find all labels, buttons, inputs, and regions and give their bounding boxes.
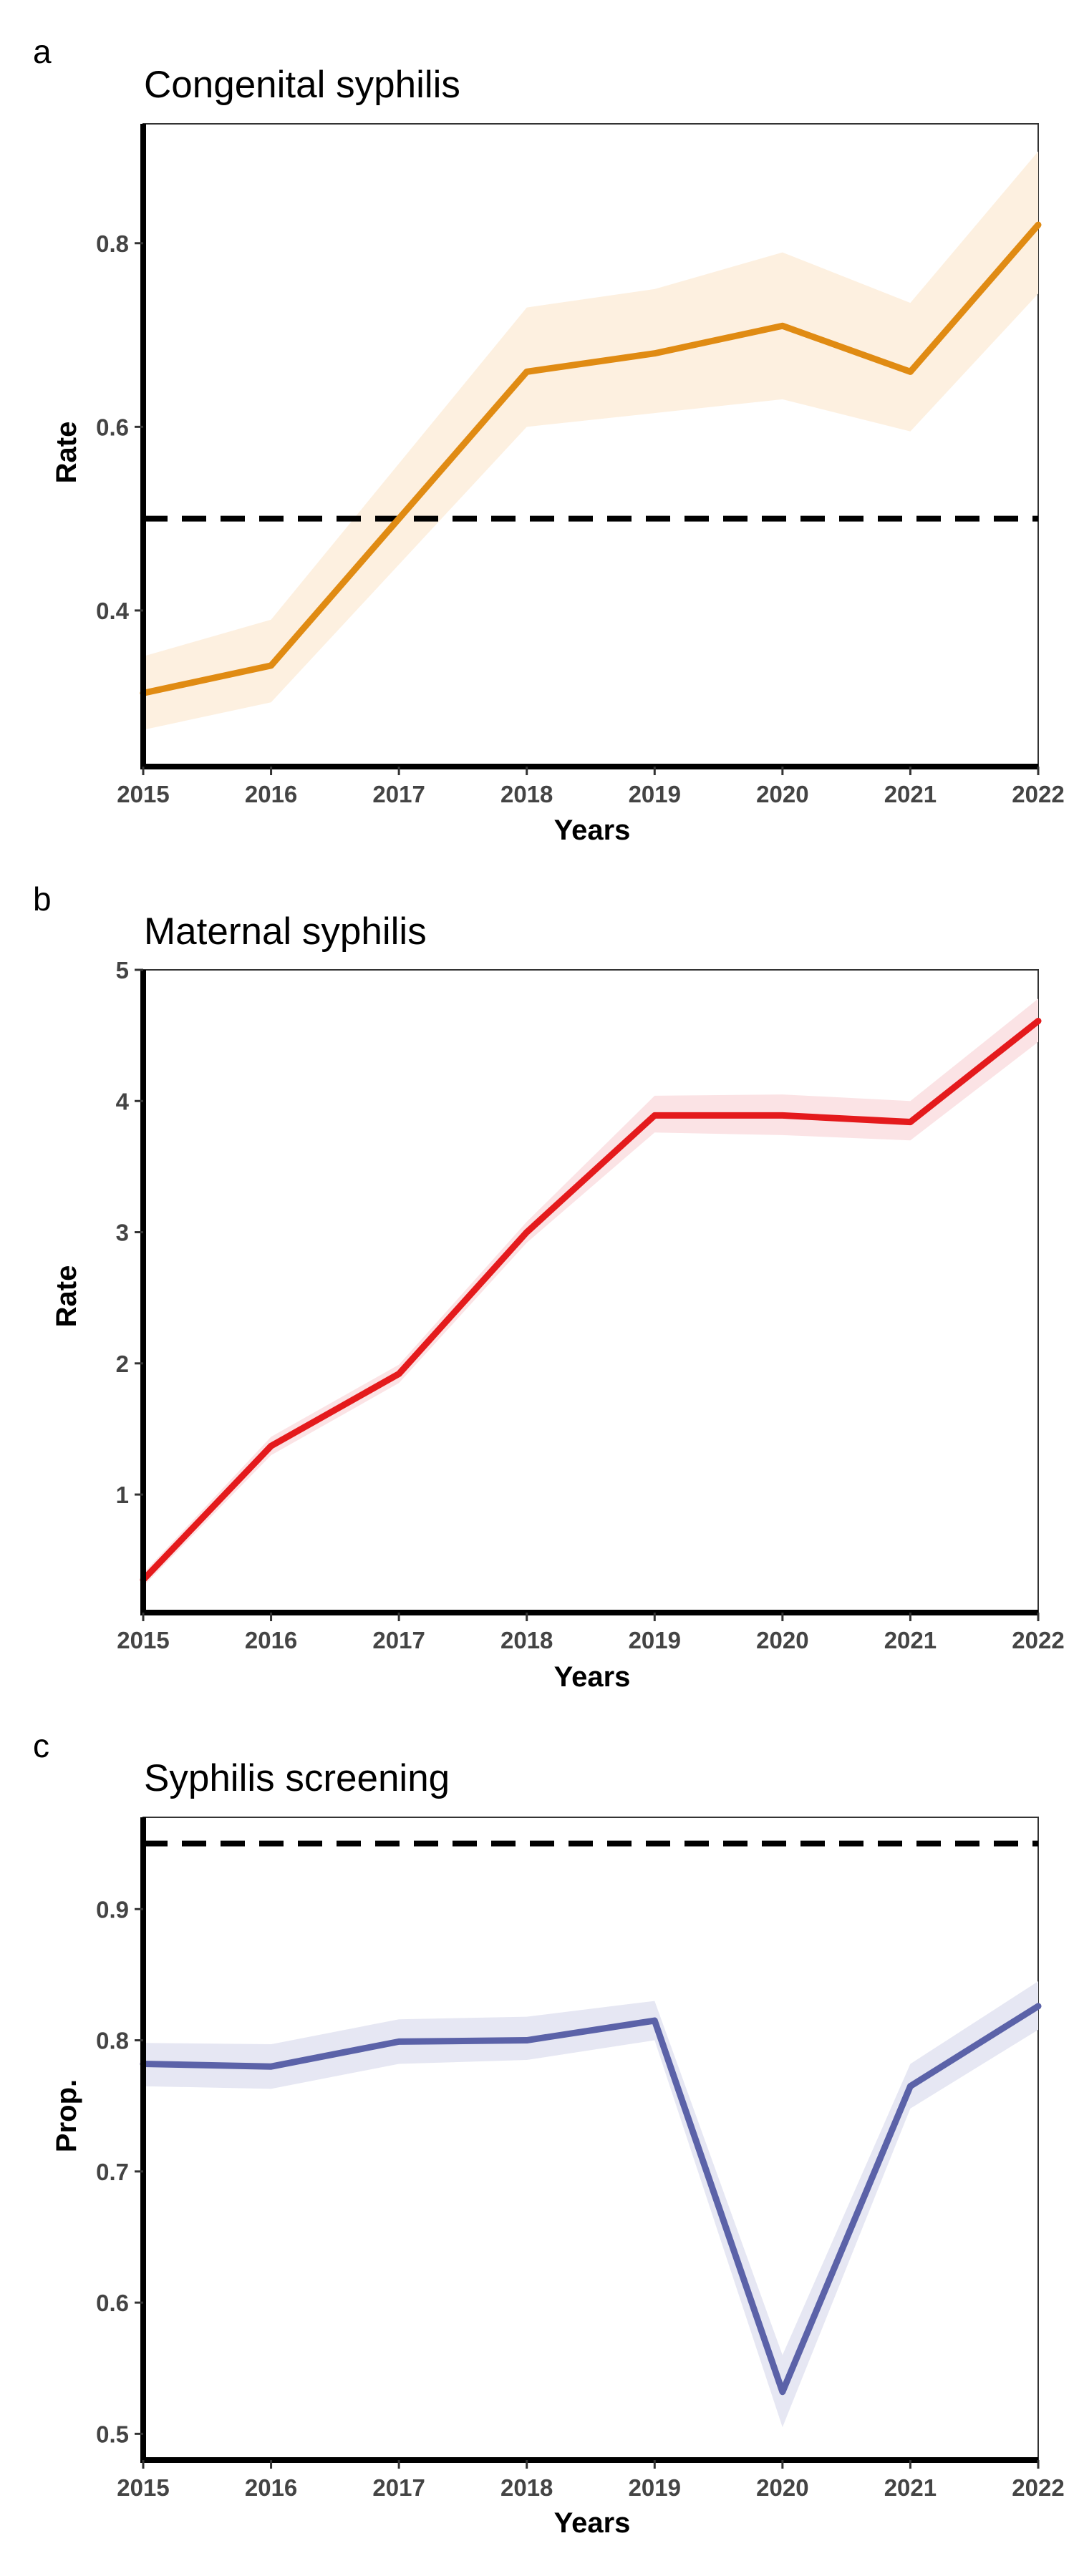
plot-area: 2015 2016 2017 2018 2019 2020 2021 2022 0.5 0.6 0.… xyxy=(96,1817,1065,2501)
panel-letter: b xyxy=(33,880,52,918)
x-tick-label: 2019 xyxy=(629,1627,681,1653)
x-tick-label: 2017 xyxy=(372,2474,425,2501)
y-tick-label: 5 xyxy=(116,957,129,983)
panel-letter: c xyxy=(33,1727,49,1764)
x-tick-label: 2016 xyxy=(245,781,297,807)
x-tick-label: 2018 xyxy=(500,1627,553,1653)
x-tick-label: 2019 xyxy=(629,781,681,807)
confidence-band xyxy=(143,998,1038,1587)
x-tick-label: 2018 xyxy=(500,781,553,807)
x-tick-label: 2021 xyxy=(884,1627,937,1653)
panel-a: a Congenital syphilis 2015 2016 2017 2018 20… xyxy=(33,33,1065,846)
x-tick-label: 2017 xyxy=(372,1627,425,1653)
y-axis-title: Rate xyxy=(51,422,82,484)
x-tick-label: 2020 xyxy=(756,1627,808,1653)
y-tick-label: 2 xyxy=(116,1351,129,1377)
panel-title: Congenital syphilis xyxy=(144,64,460,106)
x-tick-label: 2020 xyxy=(756,2474,808,2501)
plot-border xyxy=(142,1817,1039,2461)
y-axis-title: Prop. xyxy=(51,2079,82,2152)
y-tick-label: 0.7 xyxy=(96,2159,129,2185)
x-tick-label: 2015 xyxy=(117,1627,169,1653)
plot-area: 2015 2016 2017 2018 2019 2020 2021 2022 0.4 0.6 0.… xyxy=(96,123,1065,807)
x-tick-label: 2019 xyxy=(629,2474,681,2501)
x-tick-label: 2022 xyxy=(1012,1627,1064,1653)
x-tick-label: 2018 xyxy=(500,2474,553,2501)
x-tick-label: 2021 xyxy=(884,2474,937,2501)
x-axis-title: Years xyxy=(554,1661,631,1693)
series-line xyxy=(140,1017,1042,1583)
y-tick-label: 0.6 xyxy=(96,2290,129,2316)
panel-b: b Maternal syphilis 2015 2016 2017 2018 2019… xyxy=(33,880,1065,1693)
y-tick-label: 0.4 xyxy=(96,598,130,624)
x-tick-label: 2017 xyxy=(372,781,425,807)
panel-title: Syphilis screening xyxy=(144,1757,450,1799)
confidence-band xyxy=(143,151,1038,730)
panel-title: Maternal syphilis xyxy=(144,910,427,953)
x-tick-label: 2022 xyxy=(1012,2474,1064,2501)
panel-letter: a xyxy=(33,33,52,70)
x-tick-label: 2015 xyxy=(117,2474,169,2501)
plot-border xyxy=(142,969,1039,1613)
x-axis-title: Years xyxy=(554,815,631,846)
y-tick-label: 0.5 xyxy=(96,2421,129,2447)
series-line xyxy=(140,2003,1042,2396)
y-tick-label: 0.6 xyxy=(96,414,129,440)
x-tick-label: 2015 xyxy=(117,781,169,807)
confidence-band xyxy=(143,1981,1038,2428)
x-axis-title: Years xyxy=(554,2507,631,2539)
panel-c: c Syphilis screening 2015 2016 2017 2018 201… xyxy=(33,1727,1065,2539)
y-tick-label: 1 xyxy=(116,1482,129,1508)
x-tick-label: 2016 xyxy=(245,1627,297,1653)
x-tick-label: 2022 xyxy=(1012,781,1064,807)
y-tick-label: 4 xyxy=(116,1088,130,1114)
y-axis-title: Rate xyxy=(51,1265,82,1328)
plot-area: 2015 2016 2017 2018 2019 2020 2021 2022 1 2 3 4 5 xyxy=(116,957,1065,1653)
y-tick-label: 0.9 xyxy=(96,1896,129,1923)
y-tick-label: 0.8 xyxy=(96,230,129,257)
series-line xyxy=(140,221,1042,696)
x-tick-label: 2016 xyxy=(245,2474,297,2501)
x-tick-label: 2020 xyxy=(756,781,808,807)
x-tick-label: 2021 xyxy=(884,781,937,807)
y-tick-label: 0.8 xyxy=(96,2028,129,2054)
y-tick-label: 3 xyxy=(116,1220,129,1246)
